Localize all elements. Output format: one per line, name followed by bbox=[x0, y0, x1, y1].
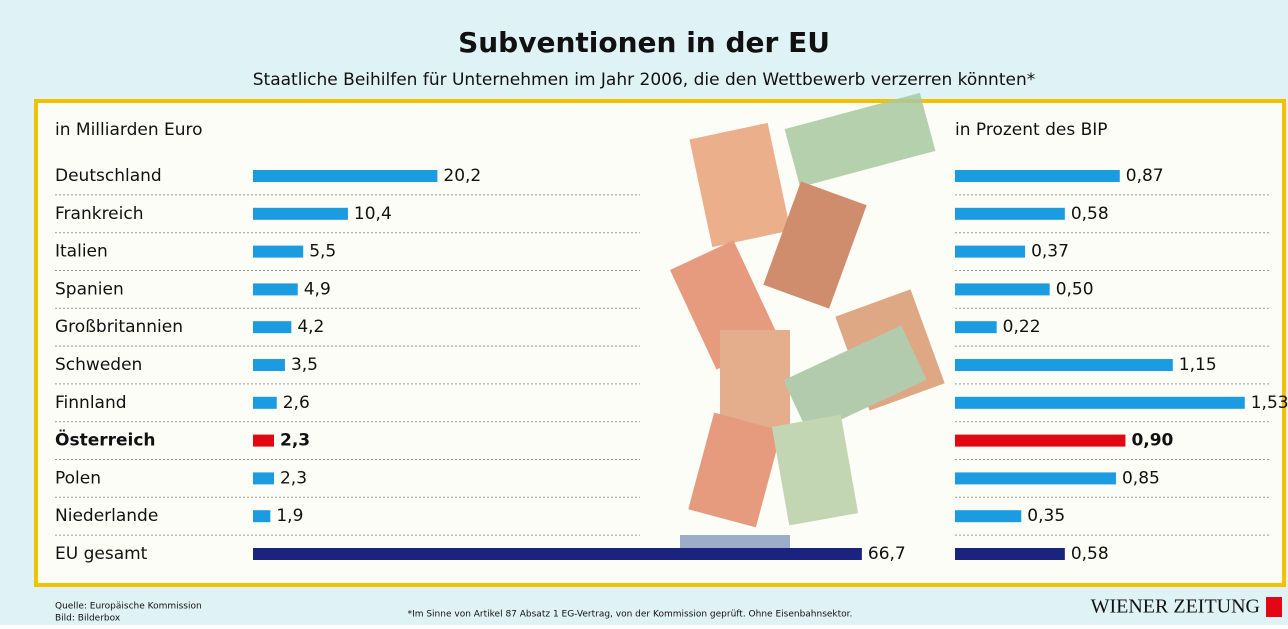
bar bbox=[253, 472, 274, 485]
bar bbox=[253, 321, 292, 334]
bar bbox=[955, 434, 1126, 447]
banknote bbox=[771, 414, 859, 526]
bar bbox=[955, 472, 1116, 485]
credit: Bild: Bilderbox bbox=[55, 614, 121, 624]
value-label: 5,5 bbox=[309, 242, 336, 262]
value-label: 0,87 bbox=[1126, 166, 1164, 186]
value-label: 1,15 bbox=[1179, 355, 1217, 375]
category-label: Italien bbox=[55, 242, 108, 262]
footnote: *Im Sinne von Artikel 87 Absatz 1 EG-Ver… bbox=[408, 610, 853, 620]
bar bbox=[955, 170, 1120, 182]
value-label: 20,2 bbox=[443, 166, 481, 186]
value-label: 3,5 bbox=[291, 355, 318, 375]
bar bbox=[253, 207, 348, 220]
title: Subventionen in der EU bbox=[458, 26, 830, 59]
value-label: 0,50 bbox=[1056, 279, 1094, 299]
value-label: 0,58 bbox=[1071, 544, 1109, 564]
bar bbox=[955, 207, 1065, 220]
value-label: 0,58 bbox=[1071, 204, 1109, 224]
bar bbox=[955, 510, 1022, 523]
value-label: 4,9 bbox=[304, 279, 331, 299]
banknote bbox=[689, 122, 791, 248]
category-label: Finnland bbox=[55, 393, 127, 413]
bar bbox=[955, 283, 1050, 296]
bar bbox=[253, 396, 277, 409]
category-label: Schweden bbox=[55, 355, 142, 375]
value-label: 66,7 bbox=[868, 544, 906, 564]
banknote bbox=[784, 92, 936, 188]
category-label: Großbritannien bbox=[55, 317, 183, 337]
bar bbox=[955, 245, 1026, 258]
source: Quelle: Europäische Kommission bbox=[55, 602, 202, 612]
value-label: 4,2 bbox=[297, 317, 324, 337]
bar bbox=[253, 510, 271, 523]
category-label: Frankreich bbox=[55, 204, 144, 224]
panel-heading: in Milliarden Euro bbox=[55, 120, 203, 140]
bar bbox=[253, 359, 285, 371]
bar bbox=[253, 245, 304, 258]
category-label: Niederlande bbox=[55, 506, 158, 526]
banknote bbox=[688, 412, 782, 528]
value-label: 0,37 bbox=[1031, 242, 1069, 262]
value-label: 2,3 bbox=[280, 431, 310, 451]
subtitle: Staatliche Beihilfen für Unternehmen im … bbox=[253, 70, 1035, 90]
banknote bbox=[763, 181, 867, 309]
category-label: Deutschland bbox=[55, 166, 162, 186]
bar bbox=[253, 548, 862, 560]
value-label: 0,85 bbox=[1122, 468, 1160, 488]
value-label: 2,3 bbox=[280, 468, 307, 488]
banknote bbox=[783, 325, 927, 435]
bar bbox=[955, 396, 1245, 409]
category-label: Spanien bbox=[55, 279, 124, 299]
value-label: 2,6 bbox=[283, 393, 310, 413]
value-label: 0,90 bbox=[1131, 431, 1173, 451]
value-label: 1,9 bbox=[276, 506, 303, 526]
brand: WIENER ZEITUNG bbox=[1091, 596, 1260, 618]
value-label: 0,22 bbox=[1003, 317, 1041, 337]
category-label: Österreich bbox=[55, 429, 156, 451]
money-illustration bbox=[670, 92, 945, 549]
brand-mark bbox=[1266, 597, 1282, 617]
bar bbox=[253, 170, 438, 182]
category-label: Polen bbox=[55, 468, 101, 488]
bar bbox=[955, 321, 997, 334]
bar bbox=[955, 359, 1173, 371]
value-label: 1,53 bbox=[1251, 393, 1288, 413]
bar bbox=[253, 434, 274, 447]
banknote bbox=[680, 535, 790, 549]
value-label: 0,35 bbox=[1027, 506, 1065, 526]
bar bbox=[955, 548, 1065, 560]
value-label: 10,4 bbox=[354, 204, 392, 224]
bar bbox=[253, 283, 298, 296]
banknote bbox=[720, 330, 790, 430]
category-label: EU gesamt bbox=[55, 544, 148, 564]
panel-heading: in Prozent des BIP bbox=[955, 120, 1108, 140]
